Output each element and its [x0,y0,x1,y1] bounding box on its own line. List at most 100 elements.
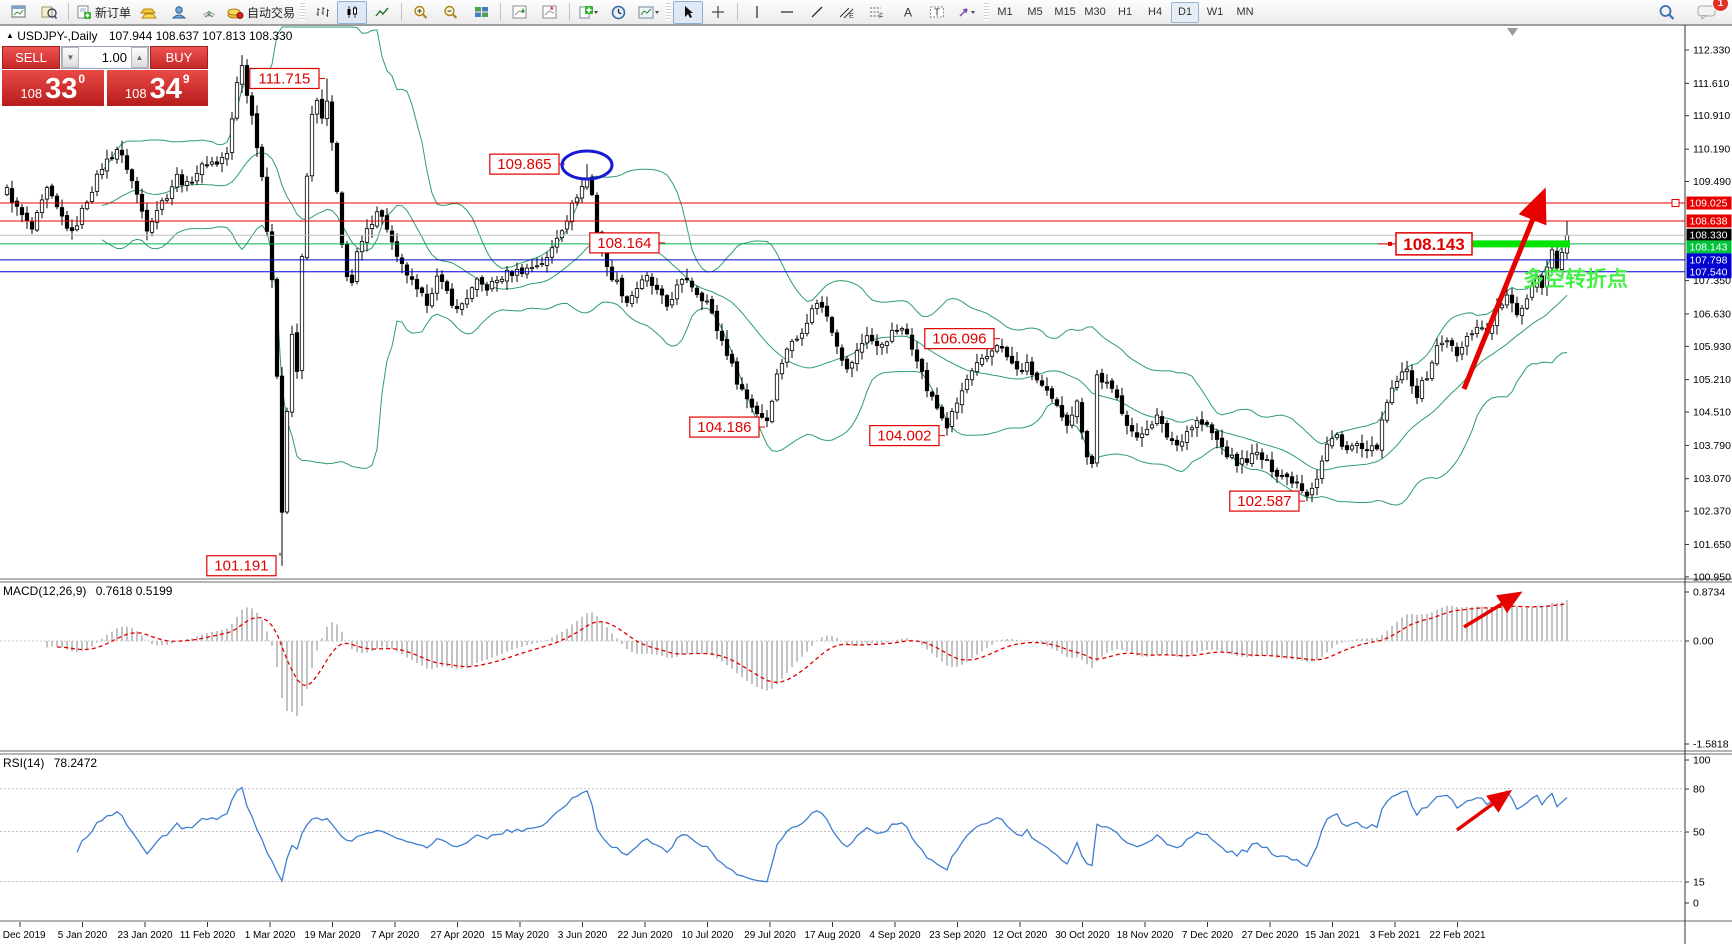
line-chart-icon [374,7,389,17]
candle-body [769,400,775,423]
candle-body [1049,388,1055,399]
callout-text: 111.715 [258,70,310,87]
candle-body [154,210,160,223]
date-label: 17 Aug 2020 [804,930,861,941]
callout-box[interactable] [869,424,940,447]
indicator-window-mark-button[interactable]: * [535,1,565,24]
y-axis-label: 111.610 [1693,78,1730,90]
date-label: 5 Jan 2020 [58,930,108,941]
signals-icon [203,11,215,18]
timeframe-button-MN[interactable]: MN [1236,6,1254,18]
templates-button[interactable] [634,1,664,24]
candle-body [789,340,795,352]
candle-body [724,339,730,356]
line-chart-button[interactable] [367,1,397,24]
chart-shift-marker-icon[interactable] [1507,28,1518,36]
new-chart-button[interactable] [4,1,34,24]
profiles-button[interactable] [34,1,64,24]
timeframe-button-W1[interactable]: W1 [1206,6,1224,18]
indicator-window-up-button[interactable] [505,1,535,24]
timeframe-button-H4[interactable]: H4 [1148,6,1163,18]
callout-box[interactable] [924,328,995,350]
text-icon: A [904,6,912,20]
candle-body [744,389,750,400]
candle-body [689,280,695,288]
timeframe-button-M5[interactable]: M5 [1027,6,1043,18]
callout-box[interactable] [489,153,560,175]
new-order-button[interactable]: 新订单 [73,1,134,24]
timeframe-button-H1[interactable]: H1 [1118,6,1133,18]
search-button[interactable] [1652,1,1682,24]
buy-button[interactable]: BUY [150,46,208,69]
candle-body [214,161,220,165]
signals-button[interactable] [194,1,224,24]
callout-box[interactable] [689,416,760,438]
candle-body [1504,294,1510,306]
callout-box[interactable] [249,67,320,90]
sell-price-pip: 0 [78,72,86,86]
candle-body [409,276,415,280]
sell-price-display[interactable]: 108 33 0 [2,70,104,106]
trend-arrow[interactable] [1455,789,1513,832]
volume-input[interactable] [79,47,131,68]
candle-body [859,343,865,353]
candle-body [74,225,80,231]
candle-body [254,113,260,149]
bar-chart-button[interactable] [307,1,337,24]
callout-box[interactable] [589,232,660,254]
crosshair-tool-button[interactable] [703,1,733,24]
candle-body [9,188,15,204]
market-gold-button[interactable] [134,1,164,24]
callout-box[interactable] [1229,490,1300,512]
timeframe-button-M1[interactable]: M1 [997,6,1013,18]
arrows-tool-button[interactable] [952,1,982,24]
trend-arrow[interactable] [1463,591,1523,629]
periods-button[interactable] [604,1,634,24]
y-axis-label: 106.630 [1693,308,1731,320]
candle-body [524,267,530,275]
y-axis-label: 105.930 [1693,341,1731,353]
autotrading-button[interactable]: 自动交易 [224,1,298,24]
timeframe-button-M30[interactable]: M30 [1084,6,1106,18]
buy-price-main: 34 [149,73,182,105]
candle-body [1314,478,1320,488]
horizontal-line-tool-button[interactable] [772,1,802,24]
price-tag-label: 107.798 [1690,254,1728,266]
vertical-line-tool-button[interactable] [742,1,772,24]
text-label-tool-button[interactable]: T [922,1,952,24]
fibonacci-tool-button[interactable]: F [862,1,892,24]
zoom-in-button[interactable] [406,1,436,24]
highlight-ellipse[interactable] [560,149,614,181]
cursor-tool-button[interactable] [673,0,704,24]
trend-arrow[interactable] [1461,187,1547,390]
add-indicator-button[interactable] [574,1,604,24]
volume-decrease-button[interactable]: ▼ [62,47,79,68]
candle-body [624,296,630,303]
tile-windows-button[interactable] [466,1,496,24]
sell-price-main: 33 [45,73,78,105]
timeframe-button-M15[interactable]: M15 [1054,6,1076,18]
toolbar-grip [666,3,672,21]
buy-price-display[interactable]: 108 34 9 [106,70,208,106]
callout-text: 106.096 [932,331,986,348]
text-tool-button[interactable]: A [892,1,922,24]
price-tag-label: 109.025 [1690,198,1728,210]
expert-advisors-button[interactable] [164,1,194,24]
hline-handle[interactable] [1671,199,1680,208]
channel-tool-button[interactable]: E [832,1,862,24]
candle-body [714,310,720,332]
trendline-tool-button[interactable] [802,1,832,24]
timeframe-button-D1[interactable]: D1 [1171,1,1200,23]
sell-button[interactable]: SELL [2,46,60,69]
date-label: 27 Apr 2020 [431,930,485,941]
candle-body [444,281,450,291]
candlestick-chart-button[interactable] [337,0,368,24]
candle-body [184,181,190,186]
zoom-out-button[interactable] [436,1,466,24]
key-level-label-box[interactable] [1395,232,1473,256]
candle-body [829,317,835,333]
chat-button[interactable]: 1 [1692,0,1729,24]
volume-increase-button[interactable]: ▲ [131,47,148,68]
callout-box[interactable] [206,555,277,577]
